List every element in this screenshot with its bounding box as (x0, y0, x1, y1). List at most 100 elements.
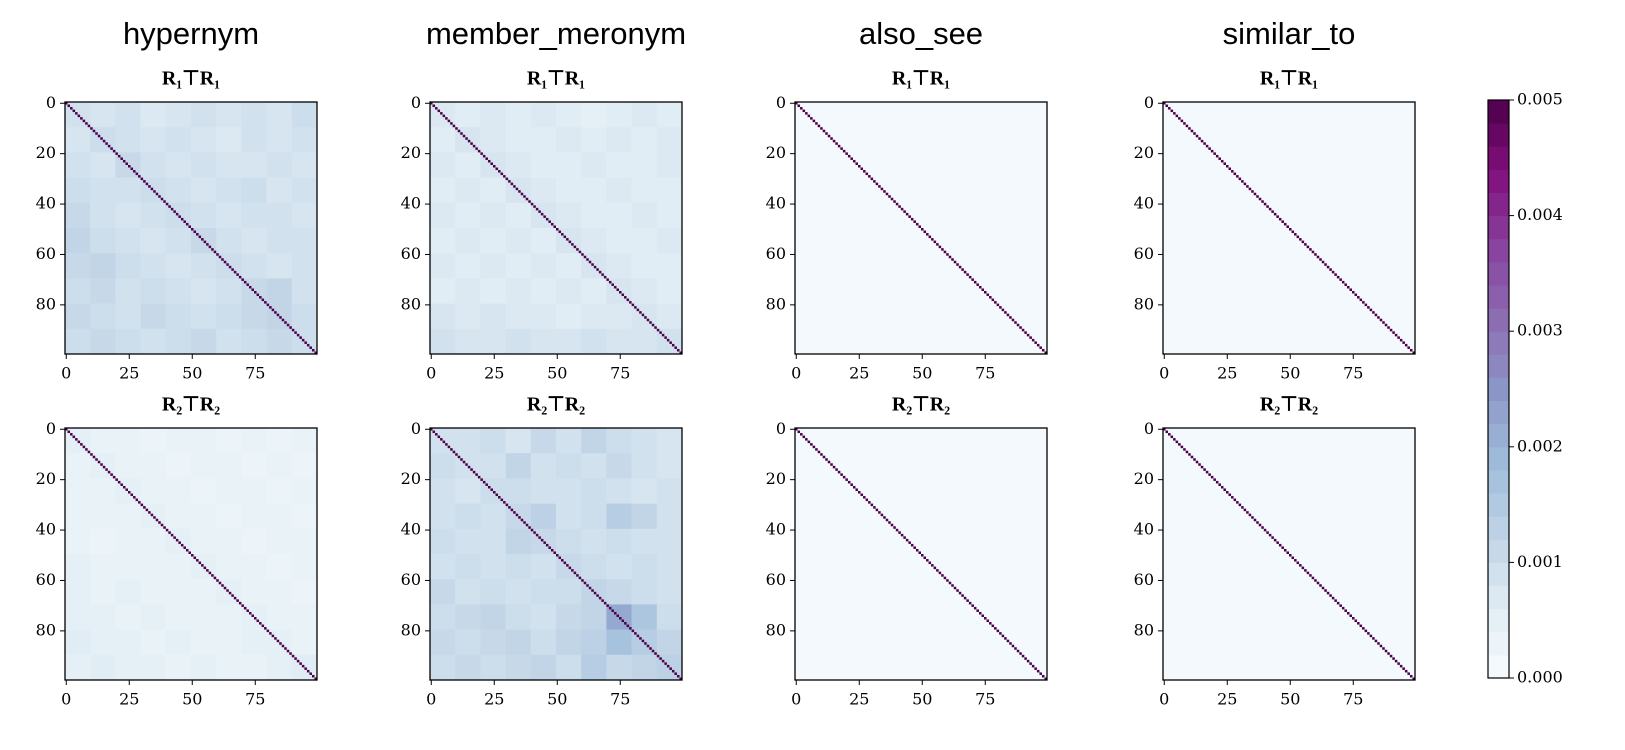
heatmap-cell (1238, 202, 1265, 229)
heatmap-cell (291, 177, 318, 204)
diagonal-cell (1319, 584, 1322, 587)
heatmap-cell (1289, 202, 1315, 229)
diagonal-cell (1223, 488, 1226, 491)
diagonal-cell (498, 496, 501, 499)
diagonal-cell (515, 513, 519, 517)
heatmap-cell (115, 278, 141, 304)
heatmap-cell (266, 478, 293, 504)
colorbar-frame (1487, 99, 1510, 679)
diagonal-cell (593, 265, 597, 269)
diagonal-cell (576, 574, 579, 577)
y-tick-label: 0 (776, 419, 786, 438)
diagonal-cell (825, 132, 828, 135)
heatmap-cell (1238, 253, 1265, 279)
diagonal-cell (1198, 137, 1201, 140)
diagonal-cell (1236, 501, 1239, 504)
heatmap-cell (140, 328, 167, 355)
heatmap-cell (1188, 428, 1214, 454)
heatmap-cell (455, 604, 481, 630)
diagonal-cell (576, 248, 579, 251)
heatmap-cell (820, 303, 846, 330)
diagonal-cell (65, 428, 68, 431)
diagonal-cell (208, 571, 212, 575)
heatmap-cell (656, 428, 683, 454)
diagonal-cell (586, 258, 589, 261)
heatmap-cell (1163, 228, 1189, 254)
heatmap-cell (1188, 253, 1214, 279)
diagonal-cell (1210, 149, 1214, 153)
y-tick-label: 60 (401, 570, 421, 589)
diagonal-cell (231, 268, 234, 271)
heatmap-cell (1188, 478, 1214, 504)
diagonal-cell (535, 533, 539, 537)
diagonal-cell (1387, 652, 1390, 655)
diagonal-cell (530, 202, 534, 206)
subplot-title: R₁⊤R₁ (1260, 68, 1318, 90)
y-tick-label: 40 (401, 194, 421, 213)
diagonal-cell (624, 622, 627, 625)
y-tick-label: 0 (1144, 419, 1154, 438)
diagonal-cell (669, 341, 672, 344)
diagonal-cell (183, 546, 186, 549)
heatmap-cell (1263, 278, 1290, 304)
diagonal-cell (1268, 207, 1272, 211)
heatmap-cell (1213, 278, 1239, 304)
heatmap-cell (1314, 503, 1340, 530)
diagonal-cell (1281, 546, 1284, 549)
heatmap-cell (845, 177, 871, 204)
diagonal-cell (860, 167, 864, 171)
diagonal-cell (1324, 263, 1327, 266)
heatmap-cell (1163, 554, 1189, 580)
diagonal-cell (1281, 220, 1284, 223)
diagonal-cell (646, 318, 650, 322)
diagonal-cell (246, 609, 249, 612)
heatmap-cell (1314, 328, 1340, 355)
heatmap-cell (996, 278, 1023, 304)
diagonal-cell (465, 463, 468, 466)
heatmap-cell (1314, 303, 1340, 330)
diagonal-cell (1344, 609, 1347, 612)
heatmap-cell (90, 102, 116, 128)
heatmap-cell (266, 328, 293, 355)
diagonal-cell (472, 470, 476, 474)
heatmap-cell (606, 554, 632, 580)
diagonal-cell (314, 351, 317, 354)
heatmap-cell (505, 629, 532, 656)
x-tick-label: 75 (245, 364, 265, 383)
diagonal-cell (661, 333, 665, 337)
heatmap-cell (165, 604, 192, 630)
heatmap-cell (581, 629, 607, 656)
heatmap-cell (140, 228, 167, 254)
diagonal-cell (440, 438, 443, 441)
heatmap-cell (1364, 604, 1391, 630)
diagonal-cell (1397, 662, 1400, 665)
diagonal-cell (817, 450, 821, 454)
heatmap-cell (480, 554, 506, 580)
colorbar-tick-label: 0.005 (1517, 90, 1563, 109)
diagonal-cell (641, 639, 645, 643)
diagonal-cell (218, 255, 222, 259)
heatmap-cell (1238, 127, 1265, 153)
heatmap-cell (480, 278, 506, 304)
diagonal-cell (226, 263, 229, 266)
heatmap-cell (656, 478, 683, 504)
diagonal-cell (1379, 318, 1383, 322)
heatmap-cell (1339, 152, 1365, 178)
diagonal-cell (314, 677, 317, 680)
diagonal-cell (619, 291, 622, 294)
heatmap-cell (480, 177, 506, 204)
heatmap-cell (266, 554, 293, 580)
diagonal-cell (1291, 230, 1295, 234)
heatmap-cell (1289, 629, 1315, 656)
heatmap-cell (291, 278, 318, 304)
diagonal-cell (629, 627, 632, 630)
diagonal-cell (956, 589, 959, 592)
heatmap-cell (1339, 579, 1365, 605)
heatmap-cell (241, 253, 267, 279)
heatmap-cell (795, 202, 821, 229)
diagonal-cell (1374, 313, 1378, 317)
diagonal-cell (832, 139, 836, 143)
heatmap-cell (505, 152, 532, 178)
heatmap-cell (530, 478, 557, 504)
heatmap-cell (191, 654, 217, 681)
